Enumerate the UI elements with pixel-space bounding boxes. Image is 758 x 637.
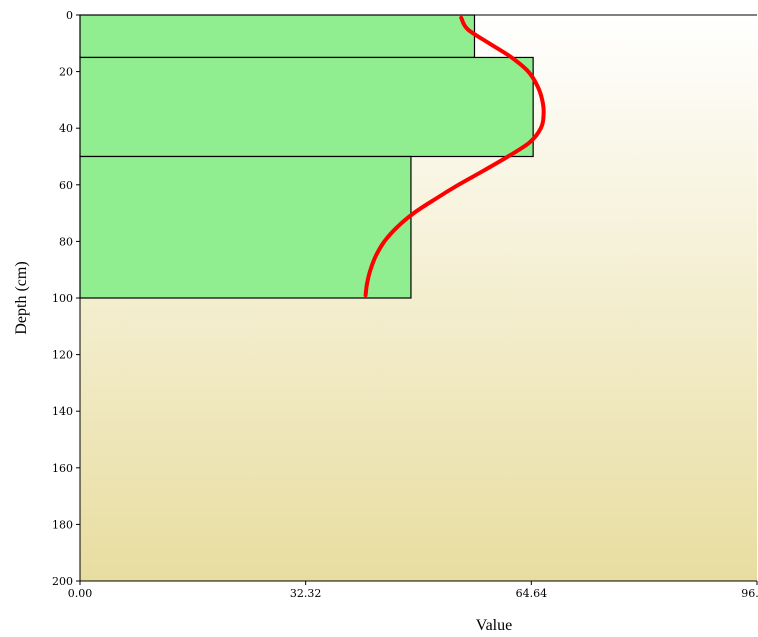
y-tick-label: 40 [59,122,73,135]
x-tick-label: 32.32 [290,587,322,600]
bar-0 [79,14,476,59]
y-tick-label: 200 [52,575,73,588]
y-tick-label: 100 [52,292,73,305]
y-tick-label: 120 [52,349,73,362]
y-tick-label: 80 [59,235,73,248]
bar-2 [79,155,412,299]
y-tick-label: 180 [52,518,73,531]
y-tick-label: 0 [66,9,73,22]
y-tick-label: 60 [59,179,73,192]
x-axis-title: Value [476,617,512,634]
y-axis-title: Depth (cm) [13,261,30,334]
x-tick-label: 96.96 [741,587,758,600]
bars [79,14,534,299]
y-tick-label: 140 [52,405,73,418]
y-tick-label: 160 [52,462,73,475]
x-tick-label: 64.64 [516,587,548,600]
y-tick-label: 20 [59,66,73,79]
bar-1 [79,56,534,158]
curve-layer [363,15,546,298]
x-tick-label: 0.00 [68,587,93,600]
fitted-curve [363,15,546,298]
